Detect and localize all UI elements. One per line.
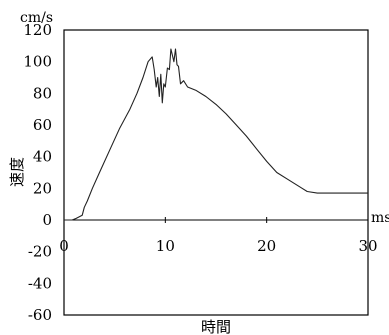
x-axis-title: 時間 <box>201 318 231 335</box>
y-tick-label: 80 <box>33 84 52 102</box>
plot-frame <box>63 29 369 316</box>
y-tick-label: 0 <box>42 211 52 229</box>
y-tick-label: 120 <box>23 21 52 39</box>
x-tick-label: 0 <box>59 237 69 255</box>
x-unit-label: ms <box>371 210 389 226</box>
y-tick-label: -40 <box>28 274 52 292</box>
x-tick-label: 30 <box>358 237 377 255</box>
y-axis-title: 速度 <box>8 157 26 187</box>
velocity-series-line <box>64 48 368 221</box>
y-tick-label: 100 <box>23 53 52 71</box>
x-tick-label: 20 <box>257 237 276 255</box>
y-tick-label: -20 <box>28 243 52 261</box>
y-tick-label: 20 <box>33 179 52 197</box>
y-tick-label: 60 <box>33 116 52 134</box>
x-tick-label: 10 <box>156 237 175 255</box>
y-tick-label: -60 <box>28 306 52 324</box>
y-unit-label: cm/s <box>20 10 53 26</box>
y-tick-label: 40 <box>33 148 52 166</box>
